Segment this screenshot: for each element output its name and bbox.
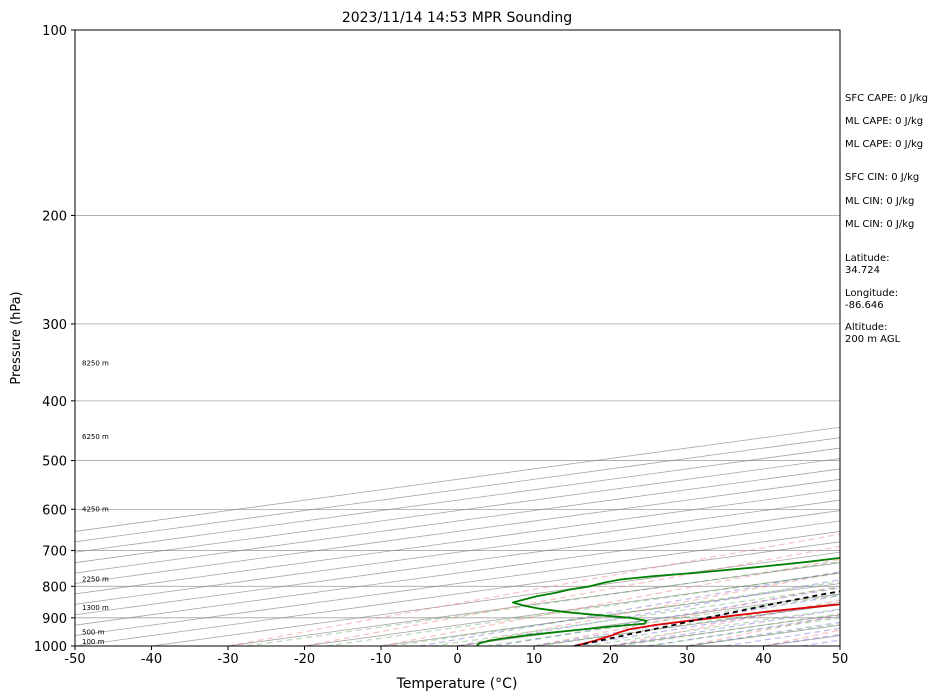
y-tick-label: 600 [42, 503, 67, 518]
x-tick-label: -30 [217, 652, 238, 667]
sfc-cin-label: SFC CIN: 0 J/kg [845, 172, 920, 183]
altitude-label: Altitude: 200 m AGL [845, 322, 901, 345]
mixing-ratio-line [485, 594, 840, 646]
dry-adiabat-line [304, 545, 840, 646]
height-label: 6250 m [82, 433, 109, 441]
isotherm-line [75, 468, 840, 574]
dry-adiabat-line [610, 599, 840, 646]
y-tick-label: 800 [42, 580, 67, 595]
parcel-series-line [574, 590, 840, 646]
x-axis: -50 -40 -30 -20 -10 0 10 20 30 40 50 [64, 646, 848, 667]
sfc-cape-label: SFC CAPE: 0 J/kg [845, 93, 928, 104]
y-tick-label: 1000 [34, 640, 67, 655]
dry-adiabat-line [227, 533, 840, 646]
dewpoint-series-line [475, 556, 840, 646]
latitude-label: Latitude: 34.724 [845, 253, 890, 276]
mixing-ratio-line [432, 586, 840, 646]
x-tick-label: 0 [453, 652, 461, 667]
height-label: 8250 m [82, 360, 109, 368]
isotherm-line [75, 510, 840, 616]
x-tick-label: -40 [141, 652, 162, 667]
height-label: 1300 m [82, 604, 109, 612]
longitude-label: Longitude: -86.646 [845, 288, 899, 311]
isotherm-line [75, 541, 840, 646]
y-tick-label: 200 [42, 209, 67, 224]
x-tick-label: 30 [679, 652, 696, 667]
height-label: 500 m [82, 628, 105, 636]
x-axis-label: Temperature (°C) [396, 676, 518, 692]
y-tick-label: 300 [42, 318, 67, 333]
y-tick-label: 100 [42, 24, 67, 39]
height-label: 2250 m [82, 576, 109, 584]
y-tick-label: 900 [42, 612, 67, 627]
x-tick-label: -10 [370, 652, 391, 667]
moist-adiabat-line [419, 571, 840, 646]
x-tick-label: -50 [64, 652, 85, 667]
temperature-series-line [574, 603, 840, 646]
moist-adiabat-line [495, 587, 840, 646]
isotherm-line [75, 520, 840, 626]
chart-title: 2023/11/14 14:53 MPR Sounding [342, 10, 572, 26]
isotherm-line [75, 499, 840, 605]
isotherm-line [75, 458, 840, 564]
mixing-ratio-line [391, 581, 840, 646]
profile-lines [475, 556, 840, 646]
ml-cin-label-2: ML CIN: 0 J/kg [845, 219, 915, 230]
isotherm-line [75, 489, 840, 595]
height-label: 100 m [82, 638, 105, 646]
x-tick-label: 50 [832, 652, 849, 667]
y-axis-label: Pressure (hPa) [9, 291, 24, 384]
height-label: 4250 m [82, 505, 109, 513]
isotherm-line [151, 551, 840, 646]
mixing-ratio-line [246, 561, 840, 646]
isotherm-line [75, 478, 840, 584]
y-tick-label: 700 [42, 545, 67, 560]
ml-cape-label: ML CAPE: 0 J/kg [845, 116, 924, 127]
dry-adiabat-line [533, 585, 840, 646]
ml-cin-label: ML CIN: 0 J/kg [845, 196, 915, 207]
x-tick-label: 40 [755, 652, 772, 667]
mixing-ratio-line [646, 617, 840, 646]
x-tick-label: 20 [602, 652, 619, 667]
plot-frame [74, 29, 841, 647]
ml-cape-label-2: ML CAPE: 0 J/kg [845, 139, 924, 150]
isotherm-line [75, 447, 840, 553]
x-tick-label: -20 [294, 652, 315, 667]
background-lines [75, 30, 840, 646]
dry-adiabat-line [380, 558, 840, 646]
mixing-ratio-line [326, 572, 840, 646]
y-axis: 100 200 300 400 500 600 700 800 900 1000 [34, 24, 75, 655]
x-tick-label: 10 [526, 652, 543, 667]
height-labels: 100 m 500 m 1300 m 2250 m 4250 m 6250 m 8250 m [82, 360, 109, 647]
isotherm-line [75, 531, 840, 636]
y-tick-label: 400 [42, 395, 67, 410]
y-tick-label: 500 [42, 455, 67, 470]
isotherm-line [227, 562, 840, 646]
